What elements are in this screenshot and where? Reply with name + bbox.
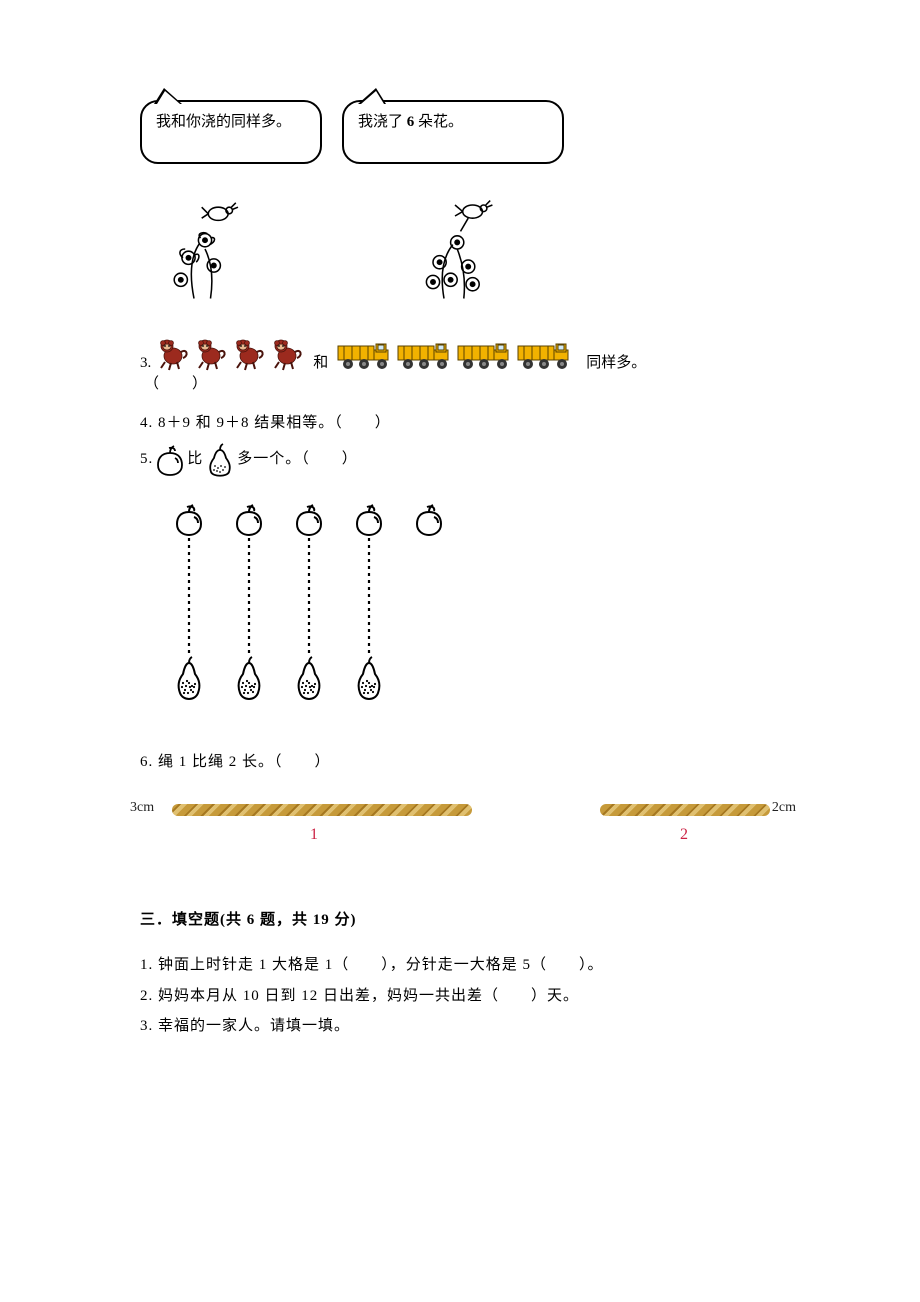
speech-bubbles-row: 我和你浇的同样多。 我浇了 6 朵花。 xyxy=(140,100,790,164)
rope-label-right: 2cm xyxy=(772,800,796,816)
section-3-title: 三．填空题(共 6 题，共 19 分) xyxy=(140,908,790,929)
fill-question-3: 3. 幸福的一家人。请填一填。 xyxy=(140,1012,790,1041)
q5-mid2: 多一个。（ ） xyxy=(237,445,358,474)
speech-right-text-a: 我浇了 xyxy=(358,114,407,130)
q3-prefix: 3. xyxy=(140,355,151,372)
truck-row xyxy=(336,338,576,372)
truck-icon xyxy=(394,338,456,372)
monkey-icon xyxy=(229,334,267,372)
truck-icon xyxy=(334,338,396,372)
rope-diagram: 3cm 2cm 1 2 xyxy=(140,796,790,856)
rope-label-left: 3cm xyxy=(130,800,154,816)
truck-icon xyxy=(454,338,516,372)
bee-flowers-sketch-right xyxy=(400,194,510,304)
question-4: 4. 8＋9 和 9＋8 结果相等。（ ） xyxy=(140,409,790,438)
bee-flowers-sketch-left xyxy=(150,194,260,304)
monkey-row xyxy=(153,334,305,372)
q3-and: 和 xyxy=(307,351,334,372)
monkey-icon xyxy=(153,334,191,372)
rope-number-2: 2 xyxy=(680,826,688,844)
rope-number-1: 1 xyxy=(310,826,318,844)
speech-bubble-right: 我浇了 6 朵花。 xyxy=(342,100,564,164)
q3-paren: （ ） xyxy=(144,372,790,393)
apple-icon xyxy=(155,443,185,477)
question-3: 3. xyxy=(140,334,790,372)
speech-tail-icon xyxy=(358,88,386,104)
q3-suffix: 同样多。 xyxy=(578,351,646,372)
speech-left-text: 我和你浇的同样多。 xyxy=(156,114,291,130)
rope-2 xyxy=(600,804,770,816)
q5-mid1: 比 xyxy=(187,445,203,474)
pear-icon xyxy=(205,442,235,478)
question-6: 6. 绳 1 比绳 2 长。（ ） xyxy=(140,748,790,777)
speech-bubble-left: 我和你浇的同样多。 xyxy=(140,100,322,164)
fill-question-1: 1. 钟面上时针走 1 大格是 1（ ），分针走一大格是 5（ ）。 xyxy=(140,951,790,980)
illustration-row xyxy=(150,194,790,304)
question-5: 5. 比 xyxy=(140,442,790,478)
monkey-icon xyxy=(191,334,229,372)
rope-1 xyxy=(172,804,472,816)
speech-tail-icon xyxy=(154,88,182,104)
worksheet-page: 我和你浇的同样多。 我浇了 6 朵花。 xyxy=(0,0,920,1093)
speech-right-text-c: 朵花。 xyxy=(414,114,463,130)
monkey-icon xyxy=(267,334,305,372)
fruit-compare-diagram xyxy=(140,492,790,722)
q5-prefix: 5. xyxy=(140,445,153,474)
truck-icon xyxy=(514,338,576,372)
fill-question-2: 2. 妈妈本月从 10 日到 12 日出差，妈妈一共出差（ ）天。 xyxy=(140,982,790,1011)
